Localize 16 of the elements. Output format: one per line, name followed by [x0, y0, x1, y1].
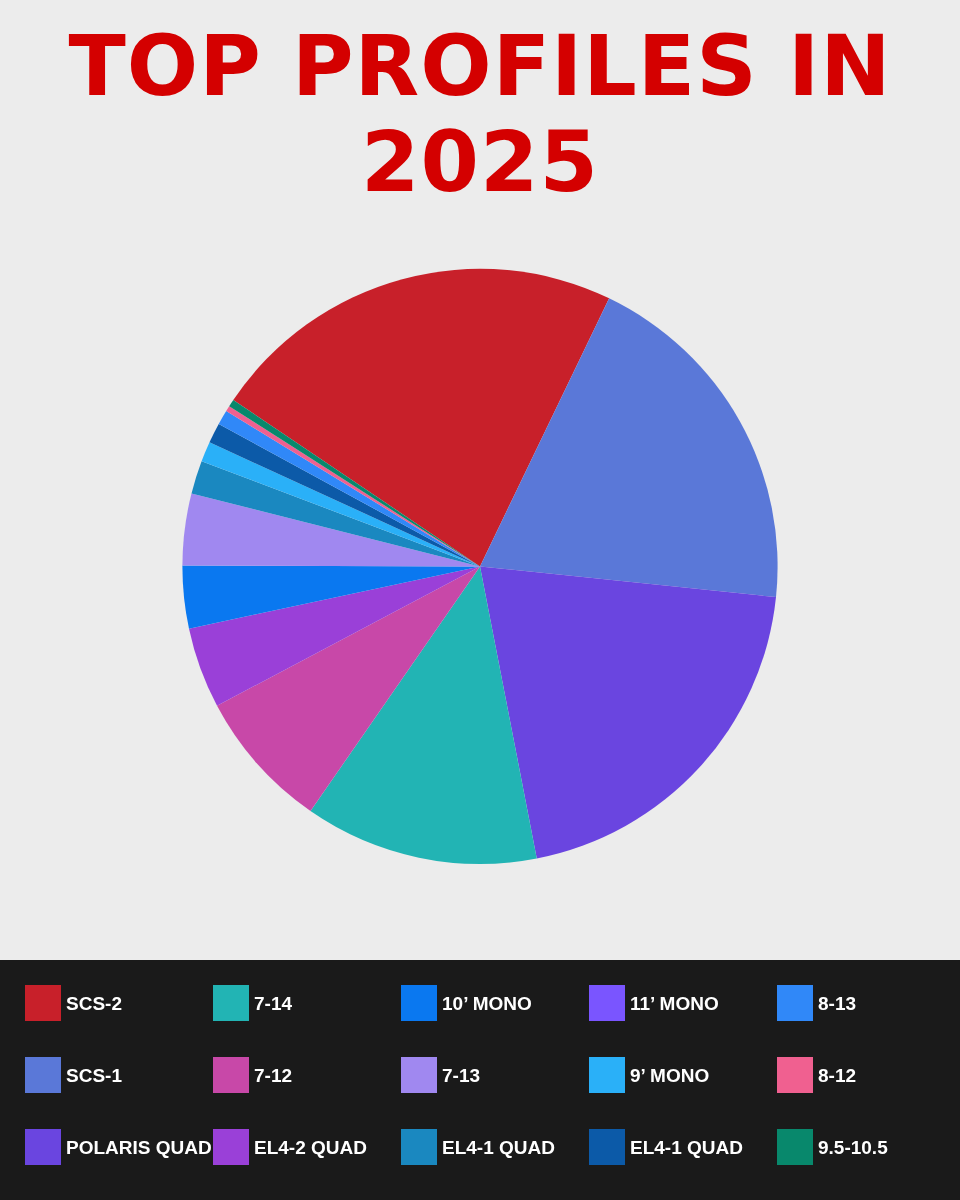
legend-label: 7-13: [442, 1064, 481, 1086]
legend-label: 8-13: [818, 992, 857, 1014]
legend-label: EL4-2 QUAD: [254, 1136, 367, 1158]
legend-label: SCS-2: [66, 992, 122, 1014]
legend-label: SCS-1: [66, 1064, 123, 1086]
legend-label: 7-14: [254, 992, 293, 1014]
legend-label: 9.5-10.5: [818, 1136, 889, 1158]
chart-title: TOP PROFILES IN 2025: [67, 17, 893, 211]
legend-label: EL4-1 QUAD: [442, 1136, 555, 1158]
legend-label: 9’ MONO: [630, 1064, 710, 1086]
legend-label: 11’ MONO: [630, 992, 719, 1014]
legend-label: 10’ MONO: [442, 992, 532, 1014]
legend-label: 8-12: [818, 1064, 857, 1086]
legend-label: EL4-1 QUAD: [630, 1136, 743, 1158]
legend-label: POLARIS QUAD: [66, 1136, 212, 1158]
legend-label: 7-12: [254, 1064, 293, 1086]
